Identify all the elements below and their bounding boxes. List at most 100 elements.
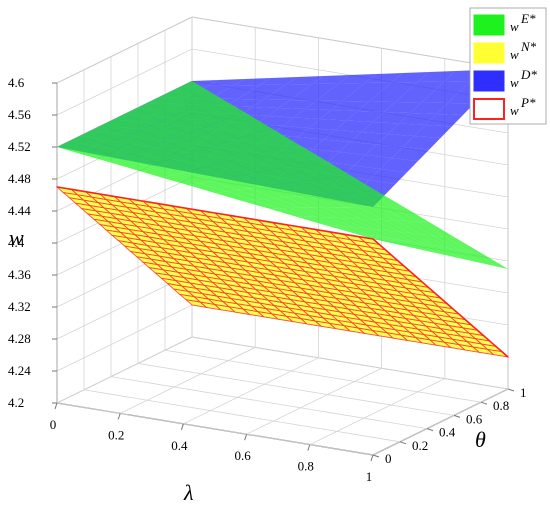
surface-cell: [357, 206, 396, 221]
surface-cell: [320, 110, 358, 121]
z-tick-label: 4.48: [8, 171, 31, 186]
surface-cell: [301, 161, 339, 178]
surface-cell: [353, 191, 392, 207]
surface-cell: [459, 249, 497, 267]
surface-cell: [361, 219, 400, 232]
surface-cell: [248, 131, 287, 150]
surface-cell: [222, 176, 260, 189]
surface-cell: [350, 132, 388, 145]
surface-cell: [312, 159, 350, 177]
surface-cell: [384, 220, 422, 235]
surface-cell: [406, 221, 445, 237]
surface-cell: [248, 187, 287, 199]
surface-cell: [432, 81, 471, 92]
surface-cell: [372, 112, 411, 124]
x-tick-mark: [307, 444, 311, 451]
surface-cell: [436, 103, 475, 115]
theta-gridline: [83, 69, 401, 443]
surface-cell: [226, 138, 264, 155]
surface-cell: [252, 152, 290, 168]
y-tick-mark: [507, 388, 515, 392]
x-tick-label: 0: [50, 417, 57, 432]
y-tick-label: 0.8: [493, 398, 509, 413]
surface-cell: [237, 188, 276, 199]
surface-cell: [165, 137, 204, 153]
surface-cell: [387, 230, 426, 245]
legend-superscript: N*: [520, 39, 537, 54]
z-tick-label: 4.52: [8, 139, 31, 154]
surface-cell: [357, 233, 396, 244]
y-tick-mark: [372, 454, 380, 458]
surface-cell: [210, 92, 249, 99]
surface-cell: [222, 85, 260, 92]
surface-cell: [331, 193, 369, 207]
surface-cell: [384, 102, 422, 113]
surface-cell: [102, 119, 140, 136]
surface-cell: [210, 120, 249, 139]
y-tick-label: 0.4: [439, 425, 456, 440]
surface-cell: [173, 111, 211, 129]
surface-cell: [218, 160, 257, 175]
x-axis-title: λ: [183, 480, 194, 505]
surface-cell: [406, 81, 445, 92]
surface-cell: [410, 233, 448, 248]
surface-cell: [263, 149, 302, 166]
surface-cell: [387, 123, 426, 136]
surface-cell: [113, 114, 151, 131]
surface-cell: [395, 220, 433, 236]
surface-cell: [365, 228, 403, 241]
surface-cell: [305, 100, 343, 110]
x-tick-label: 0.2: [108, 427, 124, 442]
surface-cell: [327, 83, 366, 92]
legend-superscript: P*: [520, 95, 536, 110]
surface-cell: [278, 165, 317, 181]
y-tick-label: 0.2: [412, 438, 428, 453]
surface-cell: [402, 136, 441, 150]
tick-labels: 4.6 4.56 4.52 4.48 4.44 4.4 4.36 4.32 4.28 4.24 4.…: [8, 75, 527, 484]
z-tick-label: 4.4: [8, 235, 25, 250]
surface-cell: [233, 174, 272, 187]
surface-cell: [79, 130, 118, 145]
surface-cell: [391, 238, 430, 252]
legend: wE*wN*wD*wP*: [469, 7, 547, 125]
y-tick-label: 1: [520, 385, 527, 400]
surface-cell: [241, 155, 279, 171]
surface-cell: [259, 128, 298, 147]
surface-cell: [214, 142, 253, 158]
legend-superscript: E*: [520, 11, 536, 26]
surface-cell: [376, 229, 415, 243]
surface-cell: [90, 125, 129, 141]
surface-cell: [181, 152, 219, 167]
surface-cell: [399, 231, 437, 246]
legend-label: w: [510, 75, 519, 90]
surface-cell: [150, 120, 189, 138]
surface-cell: [117, 135, 155, 150]
x-tick-label: 0.4: [171, 438, 188, 453]
surface-cell: [342, 92, 381, 102]
surface-cell: [267, 168, 305, 183]
surface-cell: [154, 141, 193, 156]
surface-cell: [368, 206, 407, 221]
surface-cell: [132, 149, 170, 163]
surface-cell: [331, 101, 369, 111]
surface-cell: [402, 240, 441, 254]
surface-cell: [248, 84, 287, 92]
surface-cell: [267, 108, 305, 118]
surface-cell: [327, 152, 366, 166]
surface-cell: [169, 86, 208, 107]
surface-cell: [289, 163, 328, 180]
surface-cell: [327, 176, 366, 193]
surface-cell: [294, 216, 332, 225]
surface-cell: [263, 92, 302, 100]
surface-cell: [425, 114, 463, 127]
surface-cell: [335, 207, 373, 220]
surface-cell: [226, 190, 264, 200]
x-tick-mark: [370, 454, 374, 462]
surface-cell: [354, 227, 392, 239]
z-tick-label: 4.36: [8, 267, 31, 282]
surface-p-star-edge: [372, 238, 509, 358]
x-tick-label: 1: [366, 469, 373, 484]
surface-cell: [380, 236, 418, 249]
surface-cell: [290, 207, 328, 218]
surface-cell: [308, 119, 347, 130]
